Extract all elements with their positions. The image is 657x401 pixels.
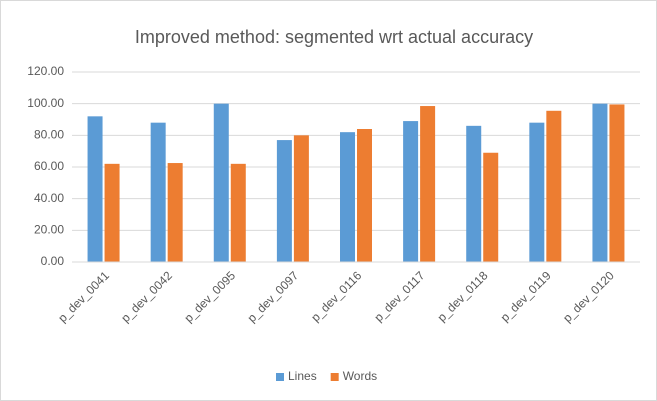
bar <box>340 132 355 262</box>
bar <box>592 103 608 263</box>
bar <box>167 163 183 262</box>
bar <box>403 121 419 262</box>
y-tick-label: 20.00 <box>34 223 64 237</box>
y-tick-label: 40.00 <box>34 191 64 205</box>
bar <box>293 135 309 262</box>
y-tick-label: 0.00 <box>41 254 65 268</box>
y-tick-label: 100.00 <box>27 96 64 110</box>
bar <box>213 103 229 263</box>
legend-swatch <box>330 373 339 381</box>
legend-label: Lines <box>288 369 317 383</box>
y-tick-label: 60.00 <box>34 159 64 173</box>
legend-swatch <box>276 373 284 381</box>
bar <box>150 122 166 263</box>
bar <box>546 110 562 263</box>
legend-label: Words <box>343 369 377 383</box>
bar <box>466 125 482 262</box>
bar <box>87 116 103 262</box>
bar <box>529 122 545 263</box>
y-tick-label: 120.00 <box>27 64 64 78</box>
bar <box>609 104 625 262</box>
bar <box>420 106 436 263</box>
bar <box>357 129 372 262</box>
bar <box>104 163 120 262</box>
bar <box>230 163 246 262</box>
y-tick-label: 80.00 <box>34 128 64 142</box>
bar <box>276 140 292 262</box>
chart-title: Improved method: segmented wrt actual ac… <box>135 27 533 47</box>
bar <box>483 152 499 262</box>
